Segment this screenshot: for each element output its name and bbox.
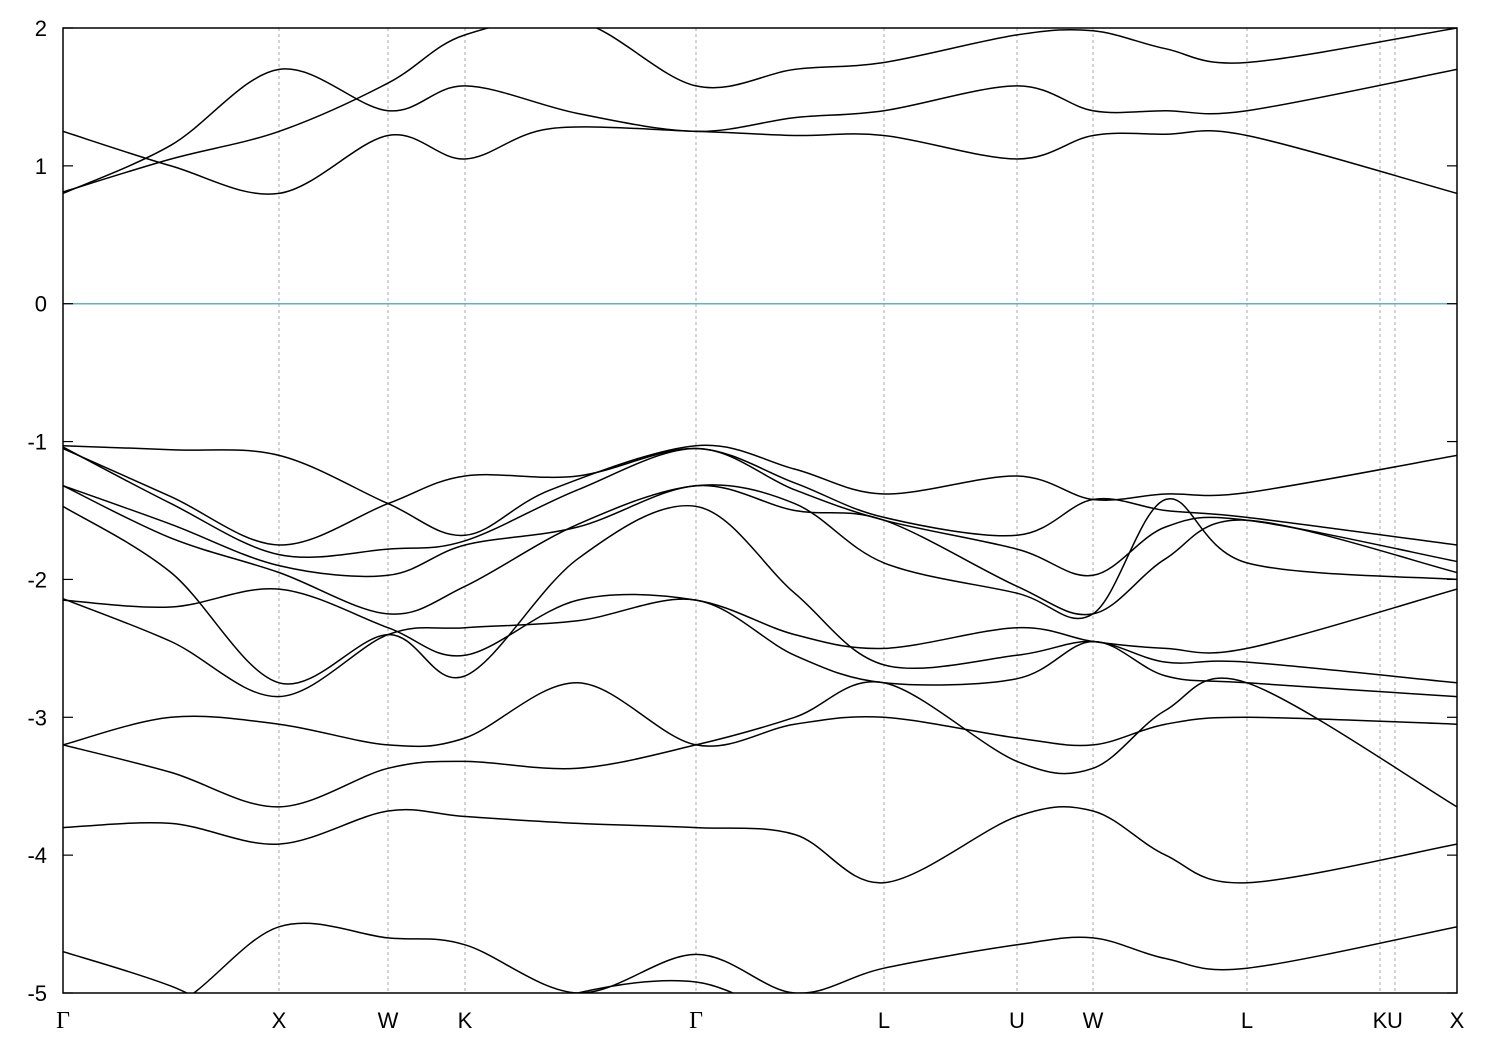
kpoint-label: Γ — [56, 1008, 70, 1034]
kpoint-label: U — [1387, 1008, 1403, 1033]
kpoint-label: K — [458, 1008, 473, 1033]
y-tick-label: 2 — [35, 16, 47, 41]
band-line — [63, 484, 1457, 620]
band-line — [63, 447, 1457, 546]
band-line — [63, 126, 1457, 195]
band-line — [63, 598, 1457, 698]
kpoint-label: W — [378, 1008, 399, 1033]
kpoint-label: X — [1450, 1008, 1465, 1033]
band-line — [63, 484, 1457, 616]
band-line — [63, 504, 1457, 685]
band-line — [63, 805, 1457, 884]
y-tick-label: -5 — [27, 981, 47, 1006]
band-line — [63, 587, 1457, 657]
kpoint-label: X — [272, 1008, 287, 1033]
kpoint-label: L — [878, 1008, 890, 1033]
kpoint-label: K — [1373, 1008, 1388, 1033]
band-line — [63, 682, 1457, 748]
band-line — [63, 444, 1457, 537]
kpoint-label: L — [1241, 1008, 1253, 1033]
kpoint-label: U — [1009, 1008, 1025, 1033]
y-tick-label: 1 — [35, 154, 47, 179]
kpoint-label: Γ — [689, 1008, 703, 1034]
y-tick-label: -1 — [27, 430, 47, 455]
y-tick-label: -2 — [27, 567, 47, 592]
band-lines — [63, 28, 1457, 993]
y-tick-label: -3 — [27, 705, 47, 730]
y-axis-ticks: 2 1 0 -1 -2 -3 -4 -5 — [27, 16, 1457, 1006]
y-tick-label: 0 — [35, 292, 47, 317]
band-line — [63, 28, 1457, 193]
plot-frame — [62, 27, 1458, 994]
band-line — [63, 446, 1457, 577]
kpoint-gridlines — [278, 28, 1396, 993]
band-line — [63, 68, 1457, 195]
band-line — [63, 677, 1457, 808]
kpoint-label: W — [1083, 1008, 1104, 1033]
band-line — [192, 922, 1457, 993]
y-tick-label: -4 — [27, 843, 47, 868]
